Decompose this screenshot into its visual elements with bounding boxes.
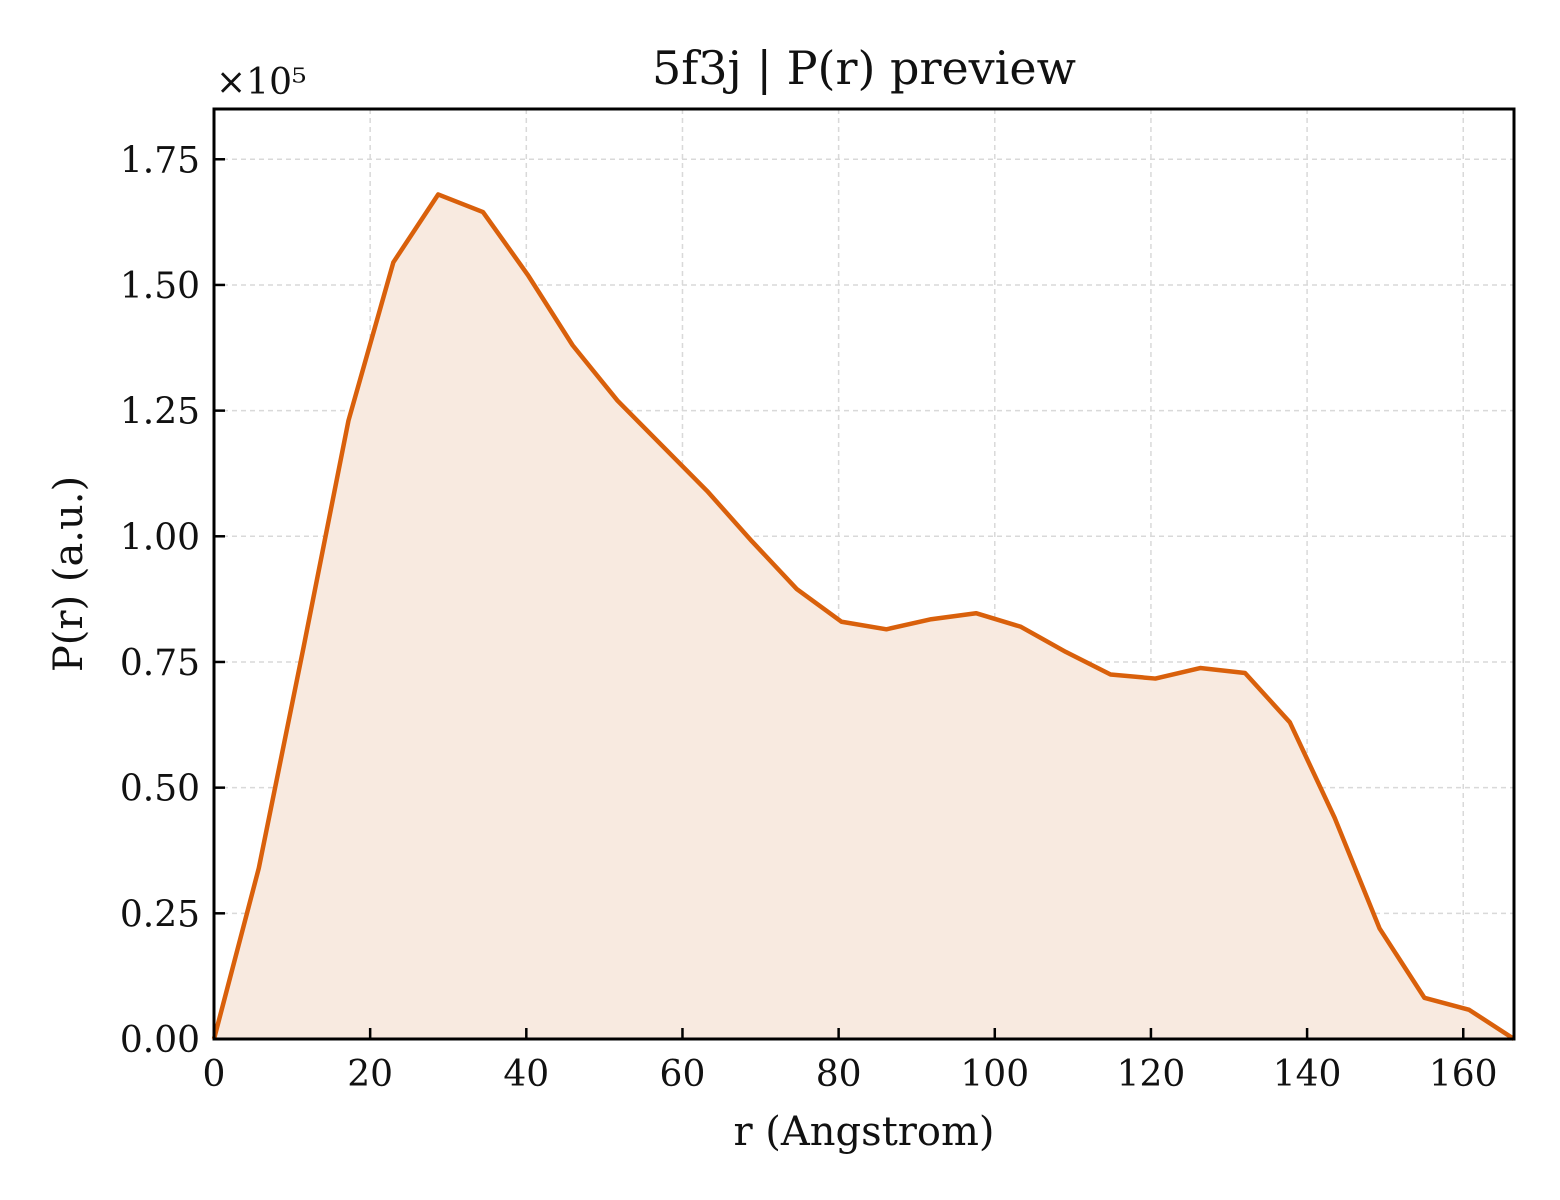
y-axis-label: P(r) (a.u.) — [46, 476, 92, 672]
x-tick-label: 20 — [347, 1054, 393, 1095]
x-axis-label: r (Angstrom) — [733, 1109, 994, 1155]
y-tick-label: 0.75 — [120, 643, 200, 684]
axis-ticks: 0 20 40 60 80 100 120 140 160 0.00 0.25 0.50 0.75 1.0… — [120, 140, 1498, 1095]
y-tick-label: 1.00 — [120, 517, 200, 558]
chart-title: 5f3j | P(r) preview — [652, 41, 1076, 95]
x-tick-label: 140 — [1273, 1054, 1342, 1095]
y-tick-label: 0.00 — [120, 1020, 200, 1061]
y-tick-label: 1.50 — [120, 266, 200, 307]
area-fill — [214, 194, 1514, 1039]
x-tick-label: 100 — [960, 1054, 1029, 1095]
y-tick-label: 1.75 — [120, 140, 200, 181]
series-line — [211, 192, 1516, 1041]
y-tick-label: 0.25 — [120, 894, 200, 935]
y-tick-label: 0.50 — [120, 769, 200, 810]
y-tick-label: 1.25 — [120, 392, 200, 433]
x-tick-label: 80 — [816, 1054, 862, 1095]
x-tick-label: 60 — [660, 1054, 706, 1095]
y-axis-multiplier: ×10⁵ — [216, 62, 306, 103]
plot-frame — [212, 107, 1516, 1041]
x-tick-label: 40 — [503, 1054, 549, 1095]
x-tick-label: 160 — [1429, 1054, 1498, 1095]
x-tick-label: 120 — [1117, 1054, 1186, 1095]
x-tick-label: 0 — [203, 1054, 226, 1095]
